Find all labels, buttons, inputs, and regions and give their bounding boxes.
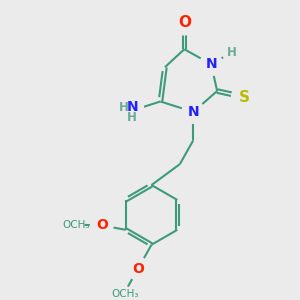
Circle shape xyxy=(232,85,256,110)
Circle shape xyxy=(222,43,242,62)
Circle shape xyxy=(182,100,205,123)
Circle shape xyxy=(122,108,142,128)
Circle shape xyxy=(200,53,223,76)
Circle shape xyxy=(117,286,132,300)
Text: H: H xyxy=(119,101,129,114)
Circle shape xyxy=(127,257,149,280)
Text: S: S xyxy=(238,89,250,104)
Text: H: H xyxy=(227,46,237,59)
Text: N: N xyxy=(188,105,199,119)
Text: N: N xyxy=(206,57,217,71)
Circle shape xyxy=(69,218,84,233)
Circle shape xyxy=(172,10,197,35)
Text: O: O xyxy=(178,15,191,30)
Text: OCH₃: OCH₃ xyxy=(63,220,90,230)
Text: H: H xyxy=(127,111,137,124)
Text: O: O xyxy=(132,262,144,276)
Circle shape xyxy=(90,214,113,237)
Text: N: N xyxy=(126,100,138,114)
Circle shape xyxy=(114,98,134,117)
Circle shape xyxy=(121,96,143,119)
Text: O: O xyxy=(96,218,108,232)
Text: OCH₃: OCH₃ xyxy=(111,289,138,299)
